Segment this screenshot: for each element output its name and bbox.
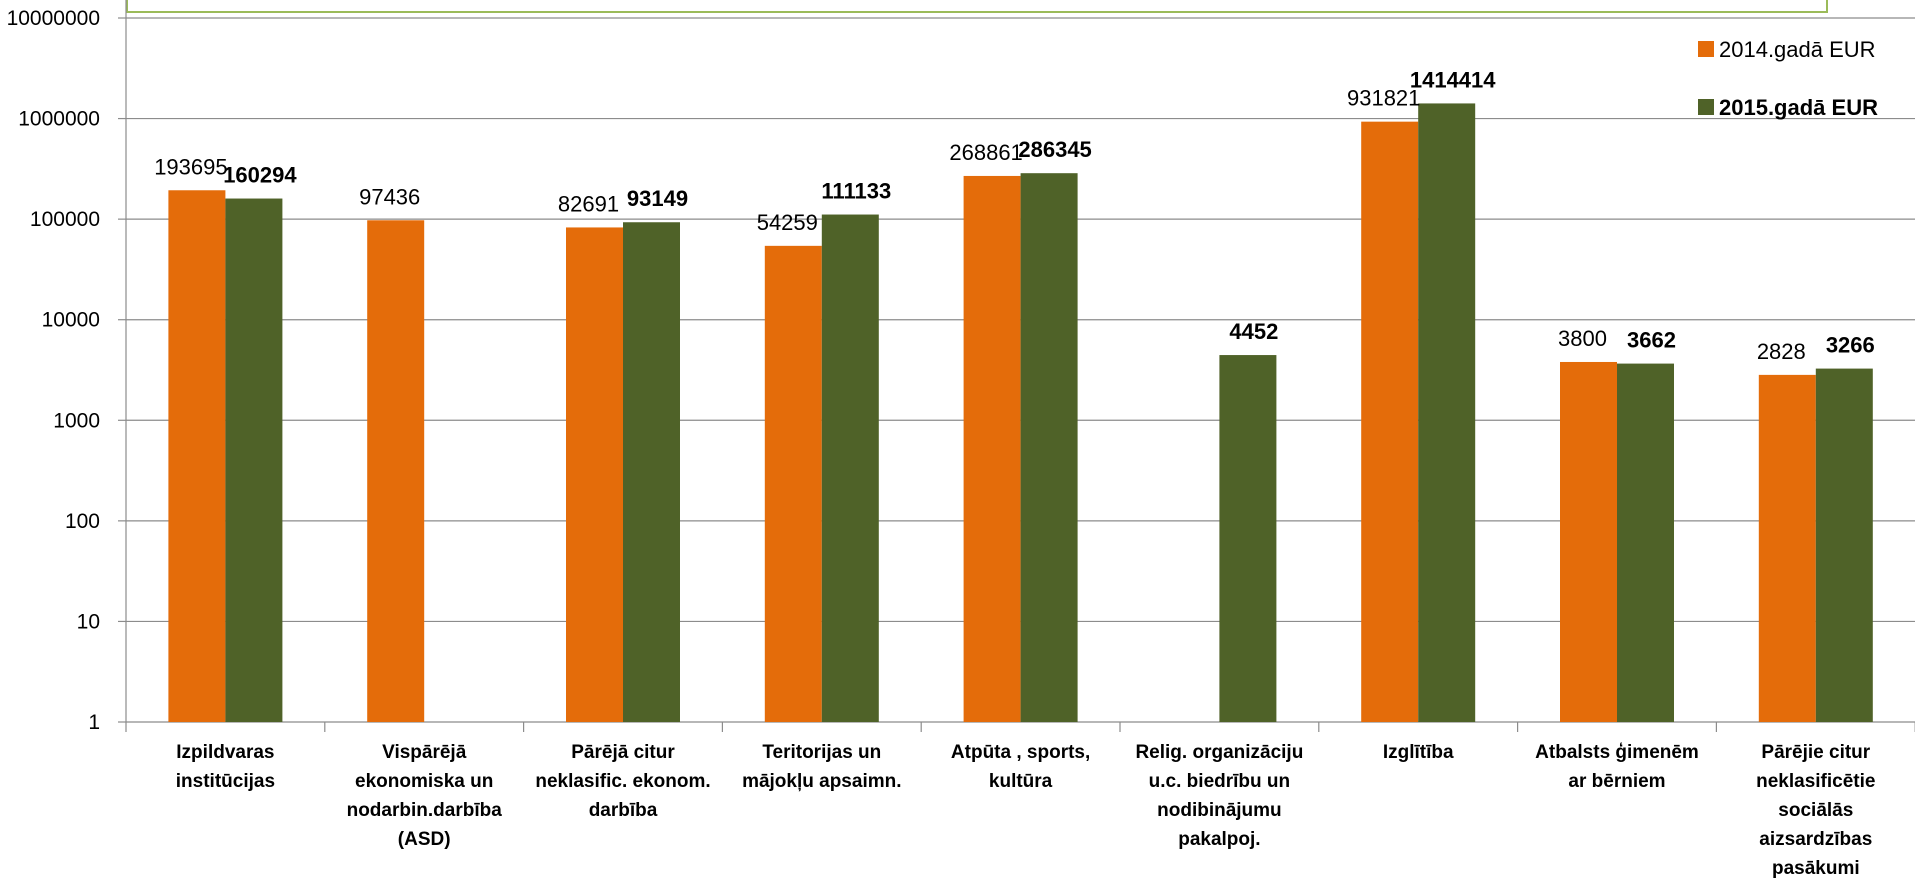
x-category-label: mājokļu apsaimn. [742,771,901,792]
x-category-label: Izglītība [1383,742,1454,763]
y-tick-labels: 1 10 100 1000 10000 100000 1000000 10000000 [7,7,100,734]
bar-2014 [963,175,1021,722]
bar-2014 [168,190,226,722]
x-category-label: darbība [589,800,658,821]
y-tick-label: 10000000 [7,7,100,30]
data-label: 3662 [1627,328,1676,353]
data-label: 97436 [359,184,420,209]
bar-2015 [821,214,879,723]
x-category-label: Vispārējā [382,742,467,763]
x-category-label: neklasificētie [1756,771,1875,792]
x-category-label: Izpildvaras [176,742,274,763]
data-label: 54259 [757,210,818,235]
x-category-label: nodibinājumu [1157,800,1282,821]
data-label: 160294 [223,163,297,188]
top-frame [126,0,1828,13]
x-category-label: Atbalsts ģimenēm [1535,742,1699,763]
data-label: 268861 [949,140,1022,165]
legend-swatch [1698,41,1714,57]
legend-swatch [1698,99,1714,115]
bar-2015 [1020,173,1078,722]
bar-2014 [1361,121,1419,722]
x-category-label: pasākumi [1772,858,1860,879]
y-tick-label: 10000 [42,309,100,332]
data-label: 82691 [558,191,619,216]
x-category-label: Relig. organizāciju [1135,742,1303,763]
x-category-label: neklasific. ekonom. [535,771,710,792]
bar-2015 [1815,368,1873,722]
y-tick-label: 1000 [53,409,100,432]
x-category-label: Teritorijas un [762,742,881,763]
data-label: 931821 [1347,86,1420,111]
x-category-label: u.c. biedrību un [1149,771,1290,792]
bar-2015 [1418,103,1476,722]
data-label: 3800 [1558,326,1607,351]
data-label: 3266 [1826,333,1875,358]
legend-label: 2015.gadā EUR [1719,95,1878,120]
legend: 2014.gadā EUR 2015.gadā EUR [1698,37,1878,120]
bar-2015 [1219,355,1277,722]
bar-2015 [225,198,283,722]
x-category-label: ar bērniem [1568,771,1665,792]
x-category-labels: Izpildvaras institūcijas Vispārējā ekonomis… [176,742,1876,879]
legend-label: 2014.gadā EUR [1719,37,1876,62]
x-category-label: Atpūta , sports, [951,742,1090,763]
x-category-label: pakalpoj. [1178,829,1260,850]
y-tick-label: 10 [77,610,100,633]
bar-2014 [1560,361,1617,722]
x-category-label: sociālās [1778,800,1853,821]
data-label: 286345 [1018,137,1091,162]
data-label: 193695 [154,154,227,179]
y-tick-label: 1000000 [18,108,100,131]
bar-2014 [1758,374,1816,722]
bar-2014 [566,227,623,722]
y-tick-label: 100000 [30,208,100,231]
y-tick-label: 1 [88,711,100,734]
data-label: 111133 [821,179,891,204]
data-label: 93149 [627,186,688,211]
x-category-label: institūcijas [176,771,275,792]
x-category-label: ekonomiska un [355,771,493,792]
x-category-label: nodarbin.darbība [347,800,503,821]
bar-2014 [764,245,822,722]
bar-2015 [1617,363,1674,722]
y-tick-label: 100 [65,510,100,533]
x-category-label: aizsardzības [1759,829,1872,850]
x-category-label: Pārējā citur [571,742,675,763]
bar-2014 [367,220,425,723]
bars [168,103,1873,723]
data-label: 2828 [1757,339,1806,364]
x-category-label: Pārējie citur [1761,742,1870,763]
data-label: 4452 [1229,319,1278,344]
data-label: 1414414 [1410,67,1496,92]
x-category-label: (ASD) [398,829,451,850]
bar-2015 [623,222,680,722]
x-category-label: kultūra [989,771,1053,792]
